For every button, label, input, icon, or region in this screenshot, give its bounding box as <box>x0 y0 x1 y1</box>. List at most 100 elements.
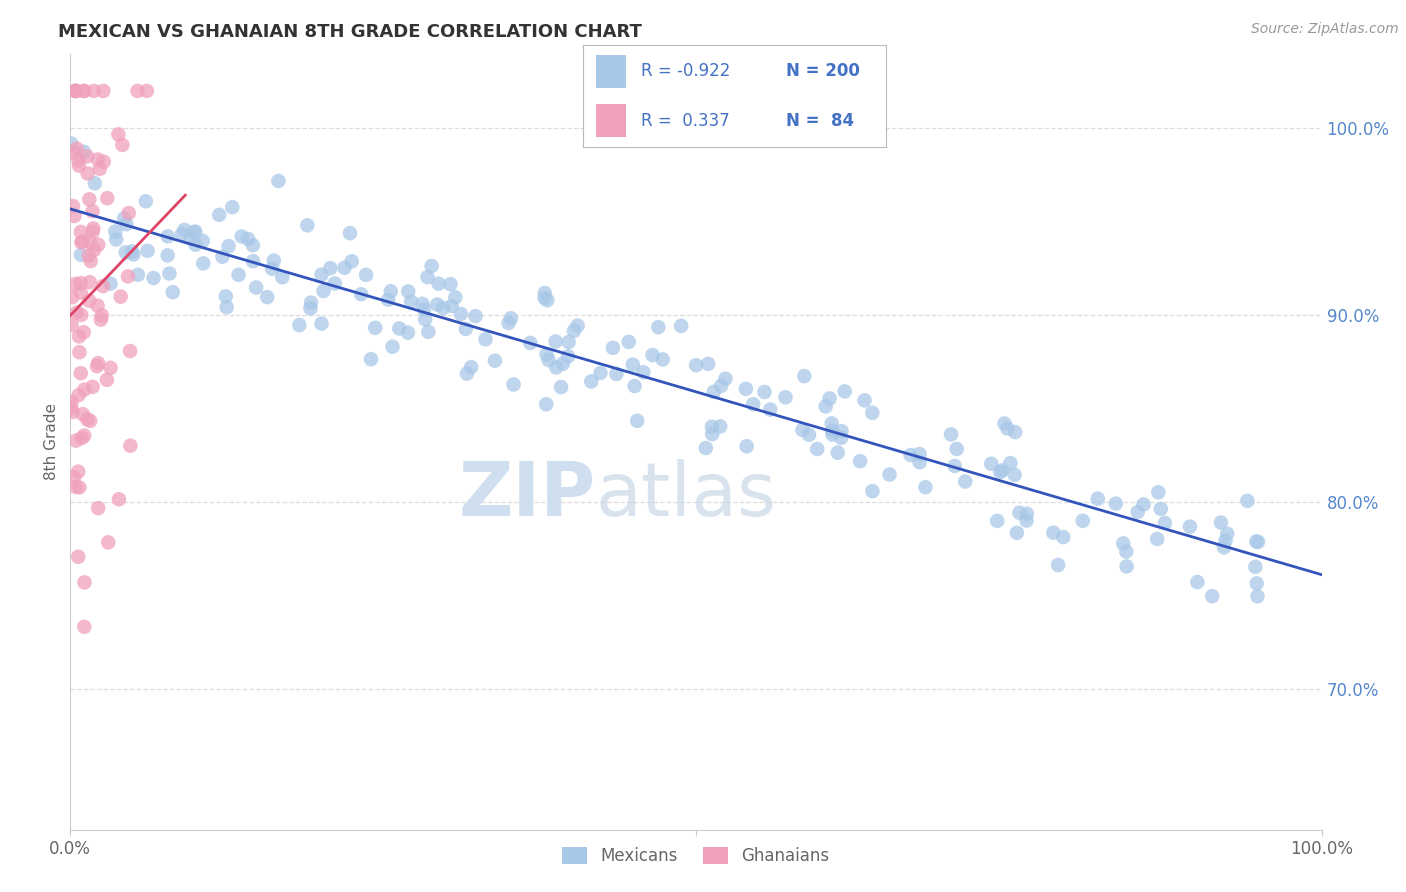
Point <box>633 365 655 379</box>
Point <box>1154 516 1177 530</box>
Point <box>72 84 94 98</box>
Point <box>311 268 333 282</box>
Point <box>626 414 648 428</box>
Point <box>211 250 233 264</box>
Point <box>173 223 195 237</box>
Point <box>557 334 579 349</box>
Point <box>1244 559 1267 574</box>
Point <box>63 84 86 98</box>
Point <box>73 428 96 442</box>
Point <box>412 297 434 311</box>
Point <box>1087 491 1109 506</box>
Point <box>669 318 692 333</box>
Point <box>444 290 467 304</box>
Point <box>702 427 724 442</box>
Point <box>879 467 901 482</box>
Point <box>945 442 967 456</box>
Point <box>104 225 127 239</box>
Point <box>589 366 612 380</box>
Point <box>814 400 837 414</box>
Point <box>228 268 250 282</box>
Point <box>381 340 404 354</box>
Point <box>759 402 782 417</box>
Point <box>108 492 131 507</box>
Point <box>450 307 472 321</box>
Point <box>63 209 86 223</box>
Point <box>427 277 450 291</box>
Point <box>87 153 110 167</box>
Point <box>695 441 717 455</box>
Point <box>162 285 184 300</box>
Point <box>105 232 128 246</box>
Point <box>567 318 589 333</box>
Text: R =  0.337: R = 0.337 <box>641 112 730 129</box>
Point <box>519 335 541 350</box>
Point <box>440 299 463 313</box>
Point <box>215 289 238 303</box>
Point <box>818 392 841 406</box>
Point <box>267 174 290 188</box>
Point <box>1000 456 1022 470</box>
Point <box>1105 497 1128 511</box>
Point <box>1015 507 1038 521</box>
Point <box>221 200 243 214</box>
Point <box>914 480 936 494</box>
Point <box>703 384 725 399</box>
Point <box>993 417 1015 431</box>
Point <box>388 321 411 335</box>
Point <box>67 329 90 343</box>
Point <box>86 299 108 313</box>
Point <box>1246 590 1268 604</box>
Point <box>114 245 136 260</box>
Point <box>333 260 356 275</box>
Point <box>79 192 101 206</box>
Point <box>1244 534 1267 549</box>
Point <box>83 176 105 190</box>
Point <box>90 312 112 326</box>
Point <box>67 480 90 494</box>
Point <box>76 166 98 180</box>
Point <box>86 359 108 374</box>
Point <box>79 414 101 428</box>
Point <box>136 244 159 258</box>
Point <box>377 293 399 307</box>
Point <box>562 324 585 338</box>
Point <box>546 360 568 375</box>
Point <box>700 419 723 434</box>
Point <box>93 154 115 169</box>
Point <box>70 431 93 445</box>
Point <box>647 320 669 334</box>
Point <box>339 226 361 240</box>
Point <box>121 244 143 259</box>
Point <box>710 379 733 393</box>
Point <box>380 285 402 299</box>
Point <box>73 325 96 339</box>
Point <box>93 84 115 98</box>
Point <box>754 384 776 399</box>
Point <box>498 316 520 330</box>
Point <box>70 308 93 322</box>
Point <box>1115 544 1137 558</box>
Point <box>60 395 83 409</box>
Point <box>1150 501 1173 516</box>
Point <box>396 326 419 340</box>
Point <box>709 419 731 434</box>
Point <box>311 317 333 331</box>
Point <box>96 373 118 387</box>
Point <box>193 256 215 270</box>
Point <box>1047 558 1070 572</box>
Point <box>65 84 87 98</box>
Text: atlas: atlas <box>596 459 778 533</box>
Point <box>426 297 449 311</box>
Point <box>623 379 645 393</box>
Point <box>651 352 673 367</box>
Point <box>834 384 856 399</box>
Point <box>319 261 342 276</box>
Point <box>91 279 114 293</box>
Point <box>70 235 93 250</box>
Point <box>413 302 436 317</box>
Point <box>180 231 202 245</box>
Point <box>550 380 572 394</box>
Point <box>76 412 98 426</box>
Point <box>821 424 844 438</box>
